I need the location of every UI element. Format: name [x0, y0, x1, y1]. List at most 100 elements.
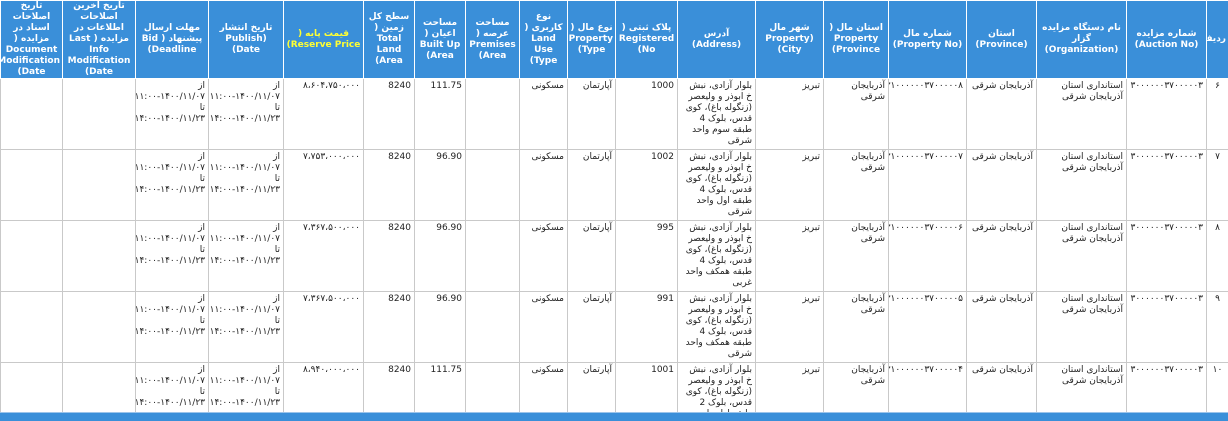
property-type-cell: آپارتمان — [567, 220, 616, 292]
table-row[interactable]: ۱۰ ۳۰۰۰۰۰۰۳۷۰۰۰۰۰۳ استانداری استان آذربایج… — [0, 362, 1228, 421]
reserve-price-cell: ۷،۳۶۷،۵۰۰،۰۰۰ — [283, 220, 364, 292]
land-use-cell: مسکونی — [519, 149, 568, 221]
registered-no-cell: 995 — [615, 220, 678, 292]
property-city-cell: تبریز — [755, 78, 824, 150]
column-header[interactable]: شماره مال (Property No) — [888, 0, 967, 79]
publish-date-cell: از ۱۴۰۰/۱۱/۰۷-۱۱:۰۰ تا ۱۴۰۰/۱۱/۲۳-۱۴:۰۰ — [208, 149, 284, 221]
row-index-cell: ۶ — [1206, 78, 1228, 150]
registered-no-cell: 1001 — [615, 362, 678, 421]
property-type-cell: آپارتمان — [567, 291, 616, 363]
column-header[interactable]: استان (Province) — [966, 0, 1037, 79]
property-no-link[interactable]: ۳۱۰۰۰۰۰۰۳۷۰۰۰۰۰۸ — [888, 78, 967, 150]
document-modification-cell — [0, 220, 63, 292]
property-no-link[interactable]: ۳۱۰۰۰۰۰۰۳۷۰۰۰۰۰۷ — [888, 149, 967, 221]
row-index-cell: ۹ — [1206, 291, 1228, 363]
reserve-price-cell: ۷،۷۵۳،۰۰۰،۰۰۰ — [283, 149, 364, 221]
address-cell: بلوار آزادی، نبش خ ابوذر و ولیعصر (زنگول… — [677, 149, 756, 221]
column-header[interactable]: شهر مال (Property City) — [755, 0, 824, 79]
built-area-cell: 111.75 — [414, 78, 466, 150]
registered-no-cell: 1000 — [615, 78, 678, 150]
property-city-cell: تبریز — [755, 362, 824, 421]
organization-cell: استانداری استان آذربایجان شرقی — [1036, 149, 1127, 221]
property-province-cell: آذربایجان شرقی — [823, 78, 889, 150]
property-no-link[interactable]: ۳۱۰۰۰۰۰۰۳۷۰۰۰۰۰۴ — [888, 362, 967, 421]
built-area-cell: 96.90 — [414, 220, 466, 292]
province-cell: آذربایجان شرقی — [966, 362, 1037, 421]
publish-date-cell: از ۱۴۰۰/۱۱/۰۷-۱۱:۰۰ تا ۱۴۰۰/۱۱/۲۳-۱۴:۰۰ — [208, 291, 284, 363]
column-header[interactable]: استان مال ( Property Province) — [823, 0, 889, 79]
auction-no-link[interactable]: ۳۰۰۰۰۰۰۳۷۰۰۰۰۰۳ — [1126, 78, 1207, 150]
document-modification-cell — [0, 291, 63, 363]
total-land-area-cell: 8240 — [363, 362, 415, 421]
property-city-cell: تبریز — [755, 220, 824, 292]
column-header[interactable]: نوع مال ( Property Type) — [567, 0, 616, 79]
address-cell: بلوار آزادی، نبش خ ابوذر و ولیعصر (زنگول… — [677, 220, 756, 292]
property-no-link[interactable]: ۳۱۰۰۰۰۰۰۳۷۰۰۰۰۰۵ — [888, 291, 967, 363]
column-header[interactable]: شماره مزایده (Auction No) — [1126, 0, 1207, 79]
auction-no-link[interactable]: ۳۰۰۰۰۰۰۳۷۰۰۰۰۰۳ — [1126, 362, 1207, 421]
table-row[interactable]: ۶ ۳۰۰۰۰۰۰۳۷۰۰۰۰۰۳ استانداری استان آذربایجا… — [0, 78, 1228, 150]
table-body: ۶ ۳۰۰۰۰۰۰۳۷۰۰۰۰۰۳ استانداری استان آذربایجا… — [0, 78, 1228, 421]
row-index-cell: ۷ — [1206, 149, 1228, 221]
property-province-cell: آذربایجان شرقی — [823, 291, 889, 363]
column-header[interactable]: ردیف — [1206, 0, 1228, 79]
column-header[interactable]: مهلت ارسال پیشنهاد ( Bid Deadline) — [135, 0, 209, 79]
total-land-area-cell: 8240 — [363, 220, 415, 292]
built-area-cell: 96.90 — [414, 149, 466, 221]
reserve-price-cell: ۸،۹۴۰،۰۰۰،۰۰۰ — [283, 362, 364, 421]
organization-cell: استانداری استان آذربایجان شرقی — [1036, 362, 1127, 421]
province-cell: آذربایجان شرقی — [966, 220, 1037, 292]
total-land-area-cell: 8240 — [363, 291, 415, 363]
publish-date-cell: از ۱۴۰۰/۱۱/۰۷-۱۱:۰۰ تا ۱۴۰۰/۱۱/۲۳-۱۴:۰۰ — [208, 78, 284, 150]
premises-area-cell — [465, 78, 520, 150]
column-header[interactable]: پلاک ثبتی ( Registered No) — [615, 0, 678, 79]
column-header[interactable]: تاریخ آخرین اصلاحات اطلاعات در مزایده ( … — [62, 0, 136, 79]
auction-no-link[interactable]: ۳۰۰۰۰۰۰۳۷۰۰۰۰۰۳ — [1126, 220, 1207, 292]
table-row[interactable]: ۸ ۳۰۰۰۰۰۰۳۷۰۰۰۰۰۳ استانداری استان آذربایجا… — [0, 220, 1228, 292]
organization-cell: استانداری استان آذربایجان شرقی — [1036, 291, 1127, 363]
auction-no-link[interactable]: ۳۰۰۰۰۰۰۳۷۰۰۰۰۰۳ — [1126, 149, 1207, 221]
property-city-cell: تبریز — [755, 291, 824, 363]
property-province-cell: آذربایجان شرقی — [823, 220, 889, 292]
column-header[interactable]: تاریخ انتشار (Publish Date) — [208, 0, 284, 79]
document-modification-cell — [0, 78, 63, 150]
table-row[interactable]: ۹ ۳۰۰۰۰۰۰۳۷۰۰۰۰۰۳ استانداری استان آذربایجا… — [0, 291, 1228, 363]
last-modification-cell — [62, 149, 136, 221]
column-header[interactable]: نام دستگاه مزایده گزار (Organization) — [1036, 0, 1127, 79]
address-cell: بلوار آزادی، نبش خ ابوذر و ولیعصر (زنگول… — [677, 291, 756, 363]
built-area-cell: 96.90 — [414, 291, 466, 363]
land-use-cell: مسکونی — [519, 291, 568, 363]
premises-area-cell — [465, 291, 520, 363]
land-use-cell: مسکونی — [519, 220, 568, 292]
last-modification-cell — [62, 291, 136, 363]
last-modification-cell — [62, 78, 136, 150]
land-use-cell: مسکونی — [519, 78, 568, 150]
total-land-area-cell: 8240 — [363, 78, 415, 150]
bid-deadline-cell: از ۱۴۰۰/۱۱/۰۷-۱۱:۰۰ تا ۱۴۰۰/۱۱/۲۳-۱۴:۰۰ — [135, 78, 209, 150]
column-header[interactable]: آدرس (Address) — [677, 0, 756, 79]
bid-deadline-cell: از ۱۴۰۰/۱۱/۰۷-۱۱:۰۰ تا ۱۴۰۰/۱۱/۲۳-۱۴:۰۰ — [135, 149, 209, 221]
address-cell: بلوار آزادی، نبش خ ابوذر و ولیعصر (زنگول… — [677, 78, 756, 150]
publish-date-cell: از ۱۴۰۰/۱۱/۰۷-۱۱:۰۰ تا ۱۴۰۰/۱۱/۲۳-۱۴:۰۰ — [208, 362, 284, 421]
property-type-cell: آپارتمان — [567, 149, 616, 221]
document-modification-cell — [0, 149, 63, 221]
premises-area-cell — [465, 149, 520, 221]
column-header[interactable]: نوع کاربری ( Land Use Type) — [519, 0, 568, 79]
table-row[interactable]: ۷ ۳۰۰۰۰۰۰۳۷۰۰۰۰۰۳ استانداری استان آذربایجا… — [0, 149, 1228, 221]
total-land-area-cell: 8240 — [363, 149, 415, 221]
column-header[interactable]: تاریخ اصلاحات اسناد در مزایده ( Document… — [0, 0, 63, 79]
column-header[interactable]: سطح کل زمین ( Total Land Area) — [363, 0, 415, 79]
province-cell: آذربایجان شرقی — [966, 78, 1037, 150]
column-header[interactable]: قیمت پایه ( Reserve Price) — [283, 0, 364, 79]
horizontal-scrollbar[interactable] — [0, 413, 1228, 421]
row-index-cell: ۸ — [1206, 220, 1228, 292]
property-province-cell: آذربایجان شرقی — [823, 149, 889, 221]
reserve-price-cell: ۸،۶۰۴،۷۵۰،۰۰۰ — [283, 78, 364, 150]
column-header[interactable]: مساحت اعیان ( Built Up Area) — [414, 0, 466, 79]
bid-deadline-cell: از ۱۴۰۰/۱۱/۰۷-۱۱:۰۰ تا ۱۴۰۰/۱۱/۲۳-۱۴:۰۰ — [135, 220, 209, 292]
column-header[interactable]: مساحت عرصه ( Premises Area) — [465, 0, 520, 79]
auction-no-link[interactable]: ۳۰۰۰۰۰۰۳۷۰۰۰۰۰۳ — [1126, 291, 1207, 363]
property-no-link[interactable]: ۳۱۰۰۰۰۰۰۳۷۰۰۰۰۰۶ — [888, 220, 967, 292]
province-cell: آذربایجان شرقی — [966, 291, 1037, 363]
